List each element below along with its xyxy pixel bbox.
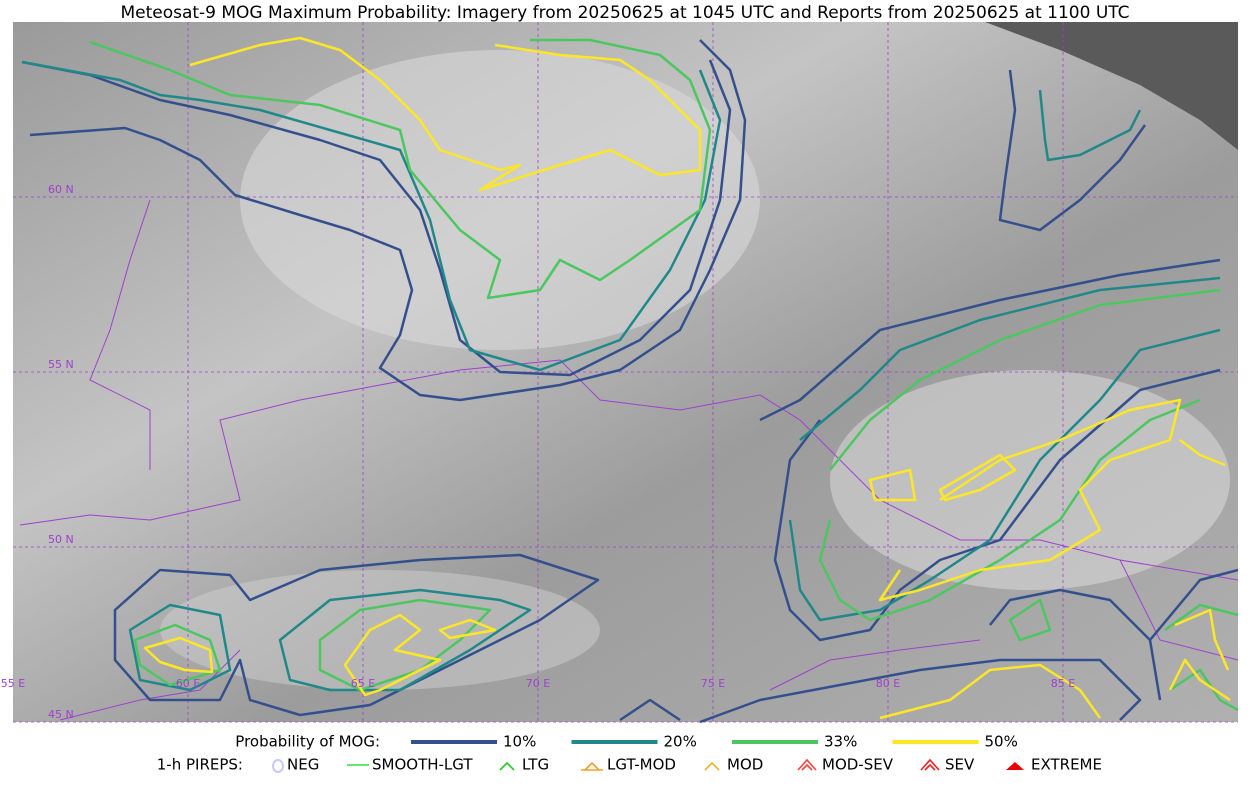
longitude-label: 80 E <box>876 677 900 690</box>
pirep-icon <box>797 758 817 771</box>
legend-label: LTG <box>522 756 549 774</box>
legend-label: 33% <box>824 733 857 751</box>
title: Meteosat-9 MOG Maximum Probability: Imag… <box>120 3 1129 23</box>
latitude-label: 45 N <box>48 708 74 721</box>
probability-contour <box>998 69 1147 232</box>
pirep-icon <box>920 758 940 771</box>
probability-contour <box>1008 598 1239 712</box>
longitude-label: 70 E <box>526 677 550 690</box>
probability-contour <box>133 598 492 692</box>
legend-label: 50% <box>985 733 1018 751</box>
probability-contour <box>818 288 1221 622</box>
pirep-icon <box>272 759 284 773</box>
probability-contour <box>189 36 702 192</box>
probability-contour <box>21 59 732 377</box>
probability-contour <box>89 38 712 300</box>
map: 60 N 55 N 50 N 45 N 55 E 60 E 65 E 70 E 75 E 80 E… <box>1 22 1239 724</box>
legend-label: MOD <box>727 756 763 774</box>
probability-contour <box>878 398 1182 602</box>
probability-contour <box>759 258 1221 642</box>
probability-contour <box>788 276 1221 622</box>
probability-contour <box>989 568 1239 701</box>
latitude-label: 55 N <box>48 358 74 371</box>
pirep-icon <box>499 761 515 771</box>
legend-label: SMOOTH-LGT <box>372 756 473 774</box>
latitude-label: 50 N <box>48 533 74 546</box>
probability-contour <box>879 439 1231 720</box>
legend-label: NEG <box>287 756 319 774</box>
legend: Probability of MOG: 10% 20% 33% 50% 1-h PIREP… <box>157 733 1102 774</box>
probability-contour <box>21 60 722 372</box>
pirep-icon <box>704 761 720 771</box>
longitude-label: 85 E <box>1051 677 1075 690</box>
latitude-label: 60 N <box>48 183 74 196</box>
longitude-label: 55 E <box>1 677 25 690</box>
probability-contour <box>29 39 747 402</box>
legend-label: 10% <box>503 733 536 751</box>
legend-title: 1-h PIREPS: <box>157 756 243 774</box>
no-data-area <box>985 22 1238 150</box>
legend-label: 20% <box>664 733 697 751</box>
cloud <box>830 370 1230 590</box>
longitude-label: 75 E <box>701 677 725 690</box>
pirep-icon <box>581 761 603 771</box>
legend-label: EXTREME <box>1031 756 1102 774</box>
probability-contour <box>128 588 532 692</box>
longitude-label: 65 E <box>351 677 375 690</box>
longitude-label: 60 E <box>176 677 200 690</box>
probability-contour <box>143 613 497 697</box>
probability-contour <box>113 553 600 717</box>
legend-label: MOD-SEV <box>822 756 894 774</box>
legend-title: Probability of MOG: <box>235 733 380 751</box>
pirep-icon <box>1006 762 1024 770</box>
legend-label: SEV <box>945 756 975 774</box>
probability-contour <box>1038 89 1142 162</box>
cloud <box>240 50 760 350</box>
probability-contour <box>868 453 1017 502</box>
probability-contour <box>619 658 1142 724</box>
legend-label: LGT-MOD <box>607 756 676 774</box>
